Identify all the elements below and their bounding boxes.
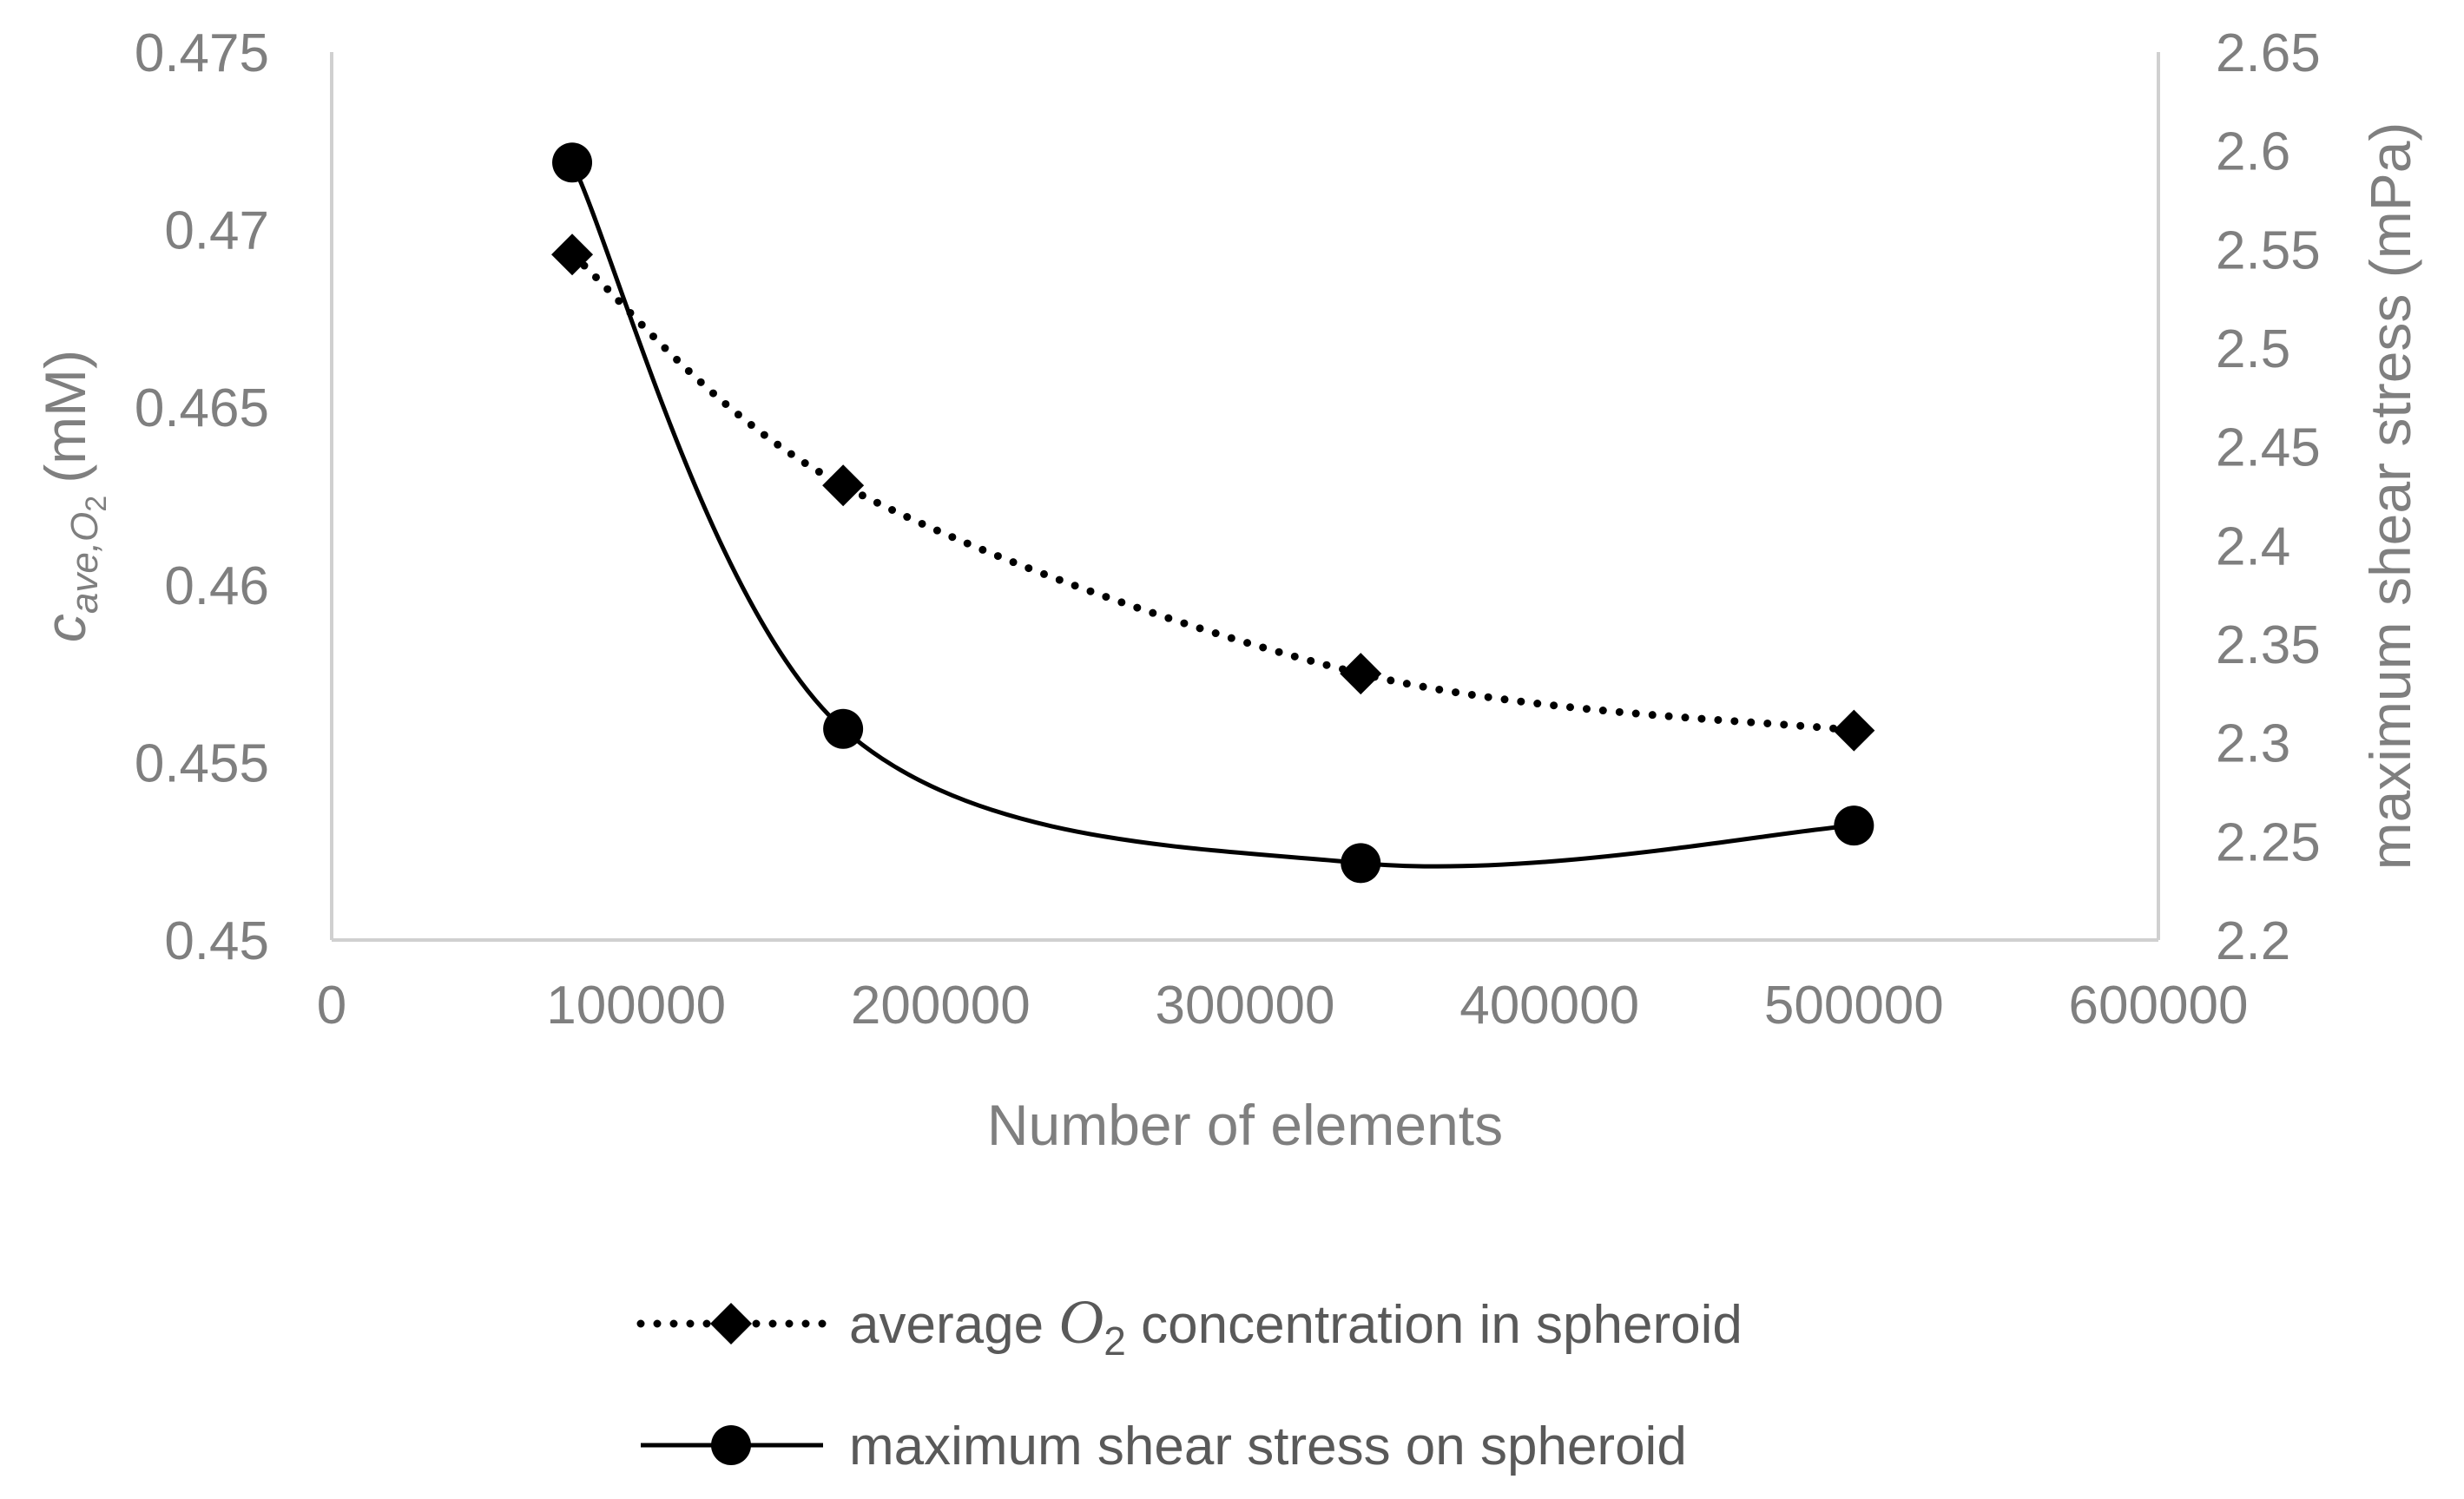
y-tick-label: 0.47	[164, 201, 269, 261]
data-point-diamond	[551, 233, 594, 276]
y2-tick-label: 2.2	[2216, 911, 2290, 971]
y-tick-labels: 0.45 0.455 0.46 0.465 0.47 0.475	[135, 23, 269, 971]
x-tick-label: 200000	[851, 976, 1031, 1035]
data-point-diamond	[822, 464, 865, 507]
y2-tick-label: 2.25	[2216, 812, 2321, 872]
y-axis-title-symbol: c	[33, 614, 97, 642]
x-tick-label: 500000	[1764, 976, 1944, 1035]
legend-label-o2-subscript: 2	[1104, 1318, 1126, 1364]
y2-tick-label: 2.3	[2216, 714, 2290, 774]
y-axis-title-subscript: ave,O	[63, 512, 106, 614]
x-axis-title: Number of elements	[987, 1093, 1503, 1157]
data-point-circle	[1341, 843, 1381, 884]
data-point-diamond	[1340, 653, 1382, 695]
y2-tick-label: 2.55	[2216, 220, 2321, 280]
y2-tick-label: 2.45	[2216, 418, 2321, 478]
y2-tick-label: 2.65	[2216, 23, 2321, 83]
data-point-circle	[823, 708, 864, 749]
y2-axis-title: maximum shear stress (mPa)	[2358, 122, 2422, 871]
legend-diamond-marker	[710, 1303, 752, 1344]
legend-label-o2-symbol: O	[1058, 1287, 1104, 1357]
series-line-shear-stress	[570, 161, 1855, 869]
y-axis-title-units: (mM)	[33, 350, 97, 483]
x-tick-label: 600000	[2069, 976, 2249, 1035]
y2-tick-label: 2.6	[2216, 122, 2290, 182]
legend-item-shear-stress: maximum shear stress on spheroid	[641, 1417, 1687, 1476]
legend: average O2 concentration in spheroid max…	[636, 1287, 1743, 1476]
y2-tick-label: 2.35	[2216, 615, 2321, 675]
axes	[330, 52, 2160, 942]
y-tick-label: 0.465	[135, 378, 269, 438]
x-tick-labels: 0 100000 200000 300000 400000 500000 600000	[317, 976, 2249, 1035]
legend-label-o2-prefix: average	[849, 1295, 1058, 1355]
y2-tick-labels: 2.2 2.25 2.3 2.35 2.4 2.45 2.5 2.55 2.6 2.65	[2216, 23, 2321, 971]
series-line-o2-concentration	[568, 250, 1858, 735]
legend-label-o2: average O2 concentration in spheroid	[849, 1287, 1743, 1364]
y2-tick-label: 2.4	[2216, 516, 2290, 576]
y-tick-label: 0.45	[164, 911, 269, 971]
y-axis-title: cave,O2 (mM)	[33, 350, 113, 642]
y-axis-title-subscript-2: 2	[80, 496, 113, 512]
x-tick-label: 0	[317, 976, 346, 1035]
y-tick-label: 0.455	[135, 733, 269, 793]
legend-item-o2-concentration: average O2 concentration in spheroid	[636, 1287, 1743, 1364]
y-tick-label: 0.46	[164, 556, 269, 616]
data-point-diamond	[1833, 709, 1875, 752]
x-tick-label: 100000	[546, 976, 726, 1035]
data-point-circle	[552, 142, 593, 183]
y2-tick-label: 2.5	[2216, 319, 2290, 379]
plot-area	[551, 142, 1875, 884]
x-tick-label: 400000	[1459, 976, 1639, 1035]
x-tick-label: 300000	[1156, 976, 1335, 1035]
y-tick-label: 0.475	[135, 23, 269, 83]
data-point-circle	[1834, 805, 1874, 846]
legend-label-o2-suffix: concentration in spheroid	[1126, 1295, 1743, 1355]
legend-circle-marker	[711, 1425, 751, 1465]
legend-label-shear: maximum shear stress on spheroid	[849, 1417, 1687, 1476]
